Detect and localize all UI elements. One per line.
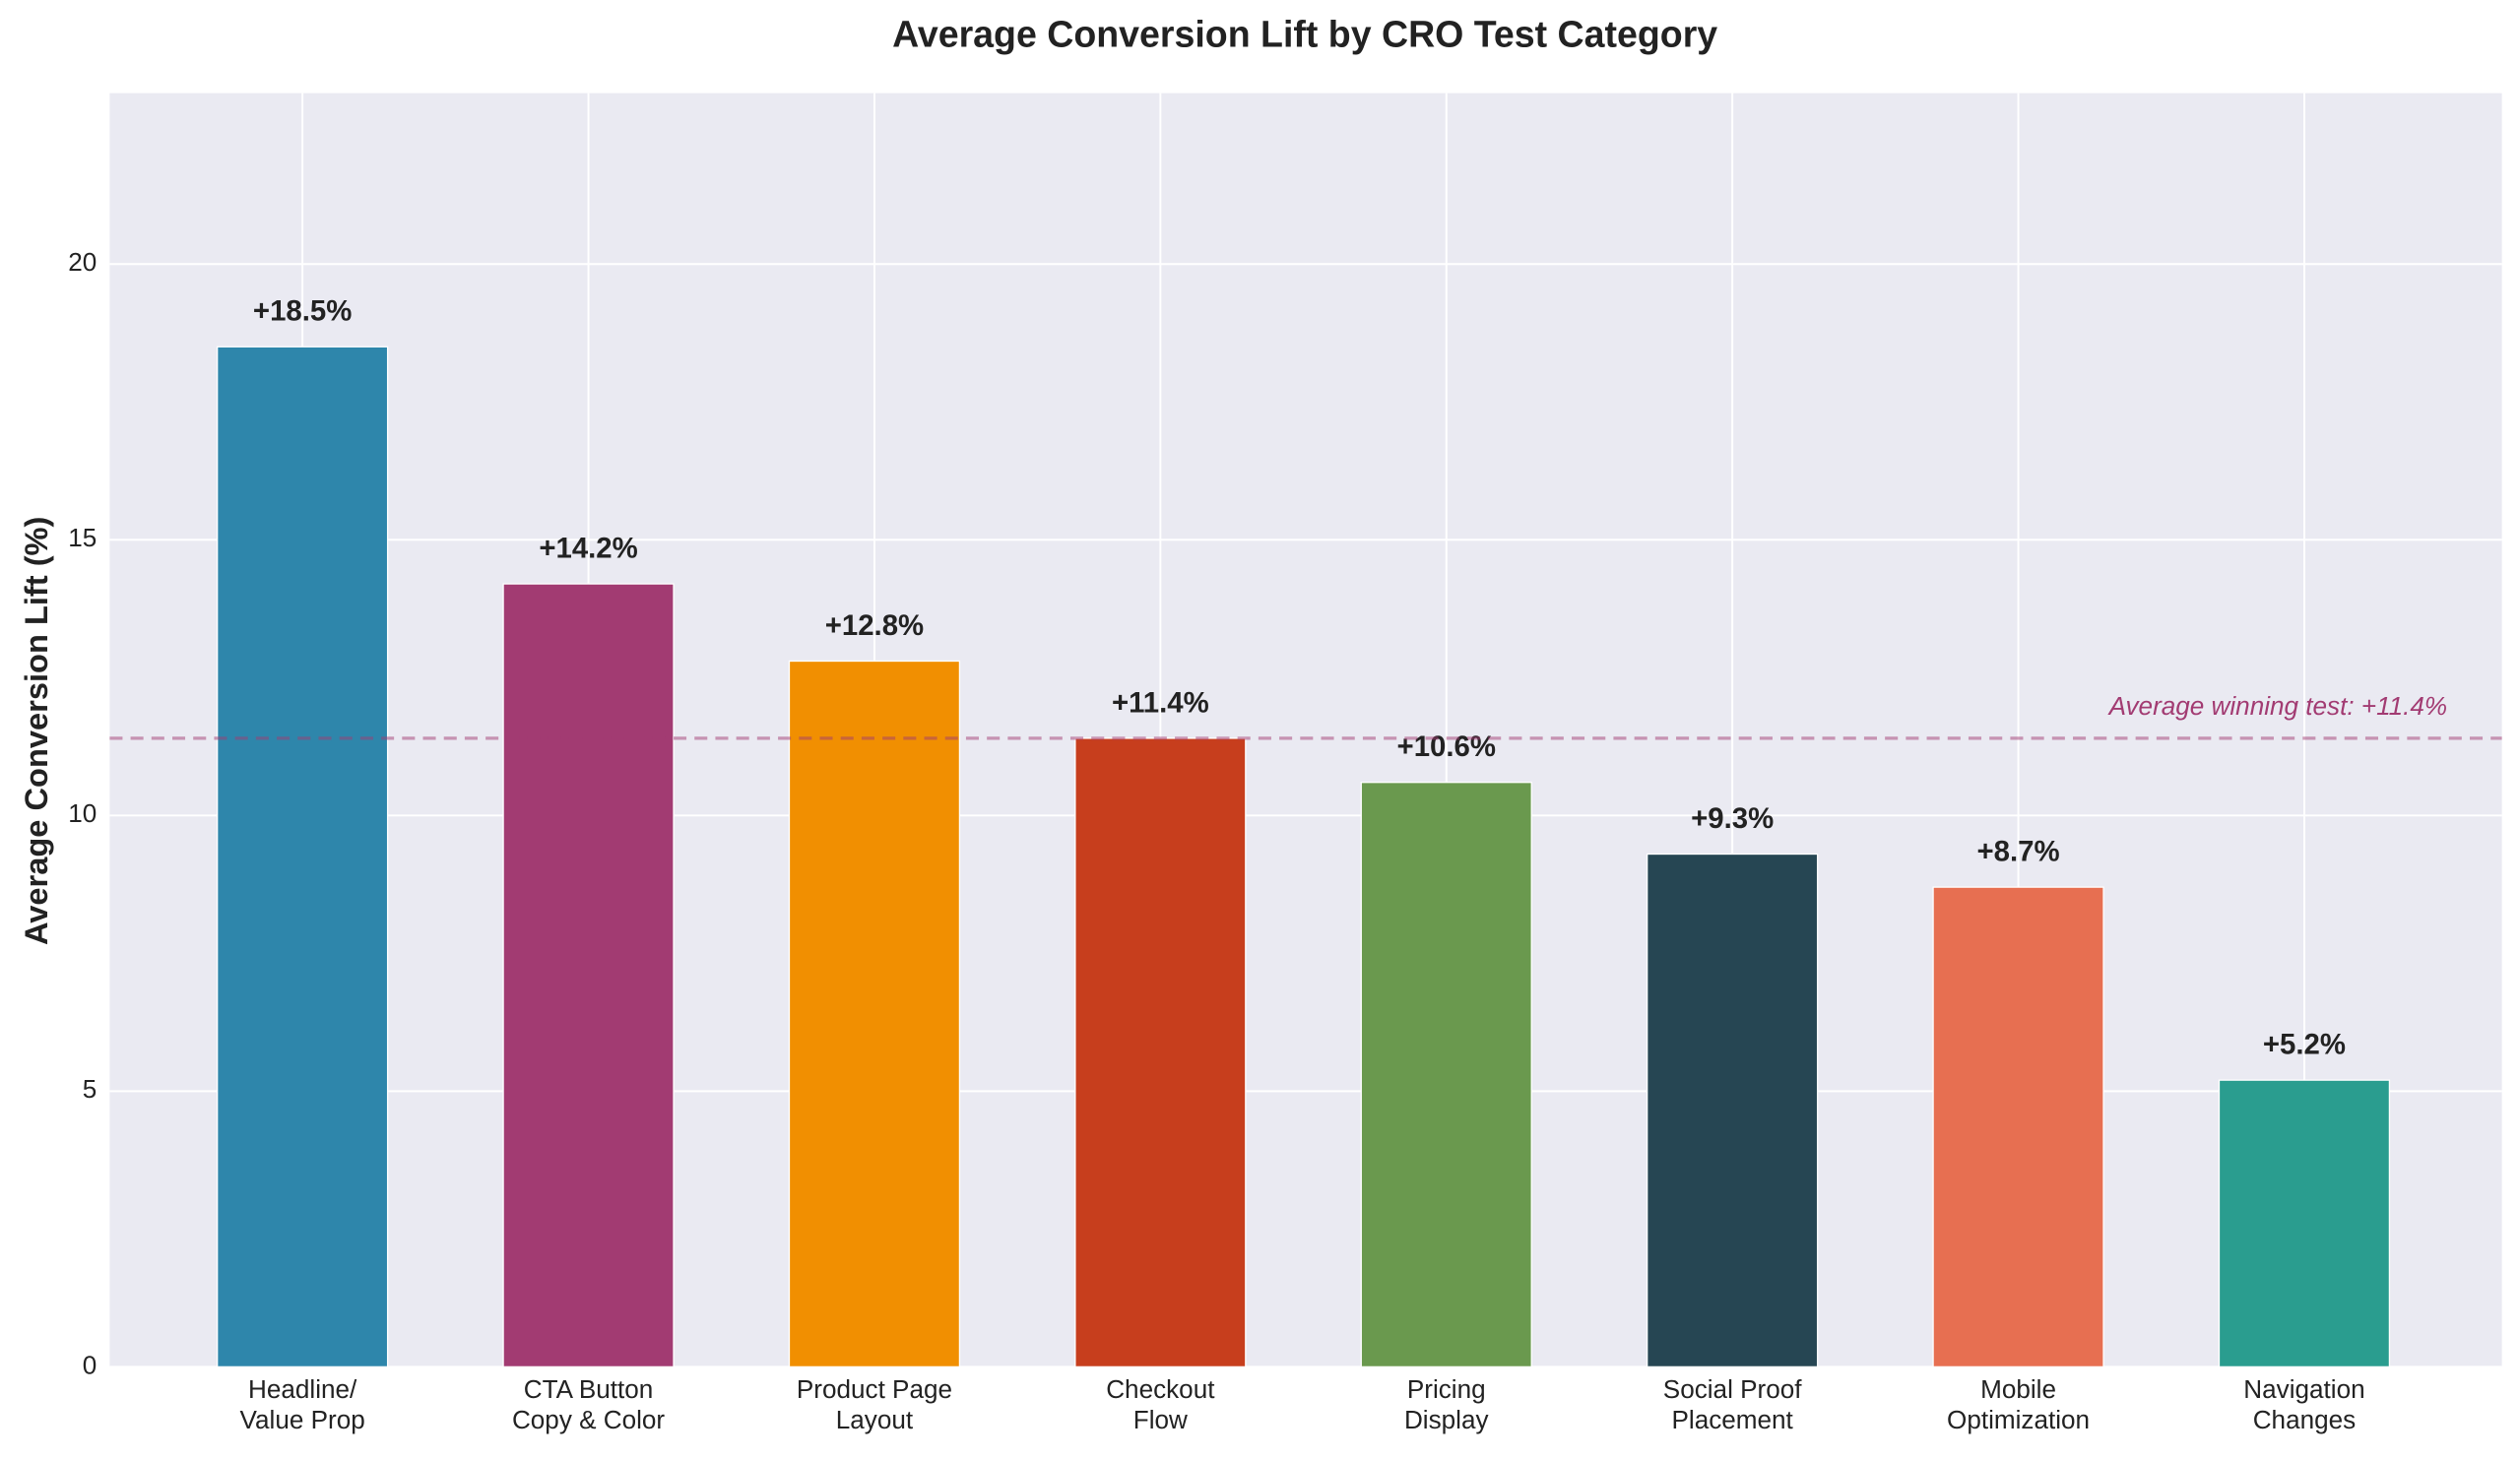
bar (1360, 782, 1532, 1368)
x-tick-label: Social Proof Placement (1663, 1374, 1802, 1434)
value-label: +12.8% (825, 609, 924, 642)
y-tick-label: 10 (68, 798, 97, 828)
marks (217, 346, 2391, 1368)
value-label: +9.3% (1691, 802, 1774, 835)
bar (2218, 1079, 2391, 1368)
y-tick-label: 5 (83, 1074, 97, 1104)
y-tick-label: 15 (68, 523, 97, 552)
value-label: +14.2% (539, 533, 637, 565)
value-label: +10.6% (1397, 730, 1496, 763)
x-tick-label: Navigation Changes (2243, 1374, 2364, 1434)
x-tick-label: Headline/Value Prop (240, 1374, 365, 1434)
plot-background (109, 93, 2502, 1367)
y-axis-label: Average Conversion Lift (%) (18, 517, 54, 945)
x-tick-label: Checkout Flow (1106, 1374, 1215, 1434)
bar (788, 660, 961, 1368)
x-tick-label: CTA Button Copy & Color (512, 1374, 665, 1434)
value-label: +5.2% (2263, 1029, 2346, 1061)
bar (502, 583, 675, 1368)
x-tick-label: Mobile Optimization (1947, 1374, 2090, 1434)
y-tick-label: 20 (68, 247, 97, 277)
value-label: +8.7% (1977, 836, 2060, 868)
value-label: +11.4% (1112, 686, 1209, 719)
bar (1074, 737, 1247, 1368)
x-tick-label: Product Page Layout (797, 1374, 952, 1434)
bar (1647, 853, 1819, 1368)
y-tick-label: 0 (83, 1350, 97, 1379)
x-tick-label: Pricing Display (1404, 1374, 1489, 1434)
value-label: +18.5% (253, 295, 352, 328)
chart-title: Average Conversion Lift by CRO Test Cate… (892, 13, 1717, 54)
bar (217, 346, 389, 1368)
reference-label: Average winning test: +11.4% (2107, 691, 2448, 721)
bar (1932, 886, 2104, 1368)
